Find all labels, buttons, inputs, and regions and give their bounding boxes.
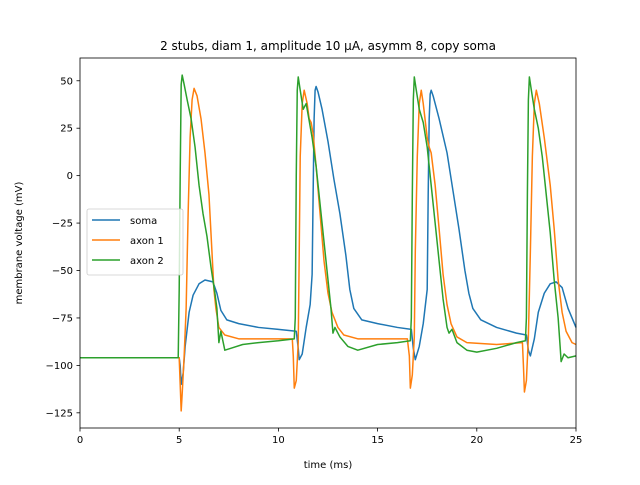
chart-title: 2 stubs, diam 1, amplitude 10 μA, asymm … (160, 39, 496, 53)
y-axis-ticks: 50 25 0 −25 −50 −75 −100 −125 (46, 76, 80, 419)
x-tick-label: 10 (272, 435, 285, 446)
y-tick-label: −125 (46, 408, 73, 419)
series-layer (80, 74, 577, 412)
series-line-soma (80, 85, 577, 386)
legend-label: axon 1 (130, 236, 164, 247)
y-tick-label: 50 (60, 76, 73, 87)
x-tick-label: 15 (371, 435, 384, 446)
legend-label: axon 2 (130, 256, 164, 267)
y-tick-label: −50 (52, 266, 73, 277)
x-tick-label: 25 (570, 435, 583, 446)
y-tick-label: 0 (67, 171, 73, 182)
y-axis-label: membrane voltage (mV) (14, 181, 25, 304)
x-tick-label: 5 (176, 435, 182, 446)
y-tick-label: 25 (60, 124, 73, 135)
legend-label: soma (130, 216, 157, 227)
axes-spines (79, 57, 577, 429)
y-tick-label: −100 (46, 361, 73, 372)
series-line-axon-2 (80, 74, 577, 363)
x-axis-ticks: 0 5 10 15 20 25 (77, 428, 583, 446)
y-tick-label: −75 (52, 313, 73, 324)
x-tick-label: 20 (470, 435, 483, 446)
x-tick-label: 0 (77, 435, 83, 446)
x-axis-label: time (ms) (304, 460, 353, 471)
y-tick-label: −25 (52, 219, 73, 230)
legend: soma axon 1 axon 2 (86, 208, 184, 276)
series-line-axon-1 (80, 87, 577, 412)
legend-box (86, 208, 184, 276)
